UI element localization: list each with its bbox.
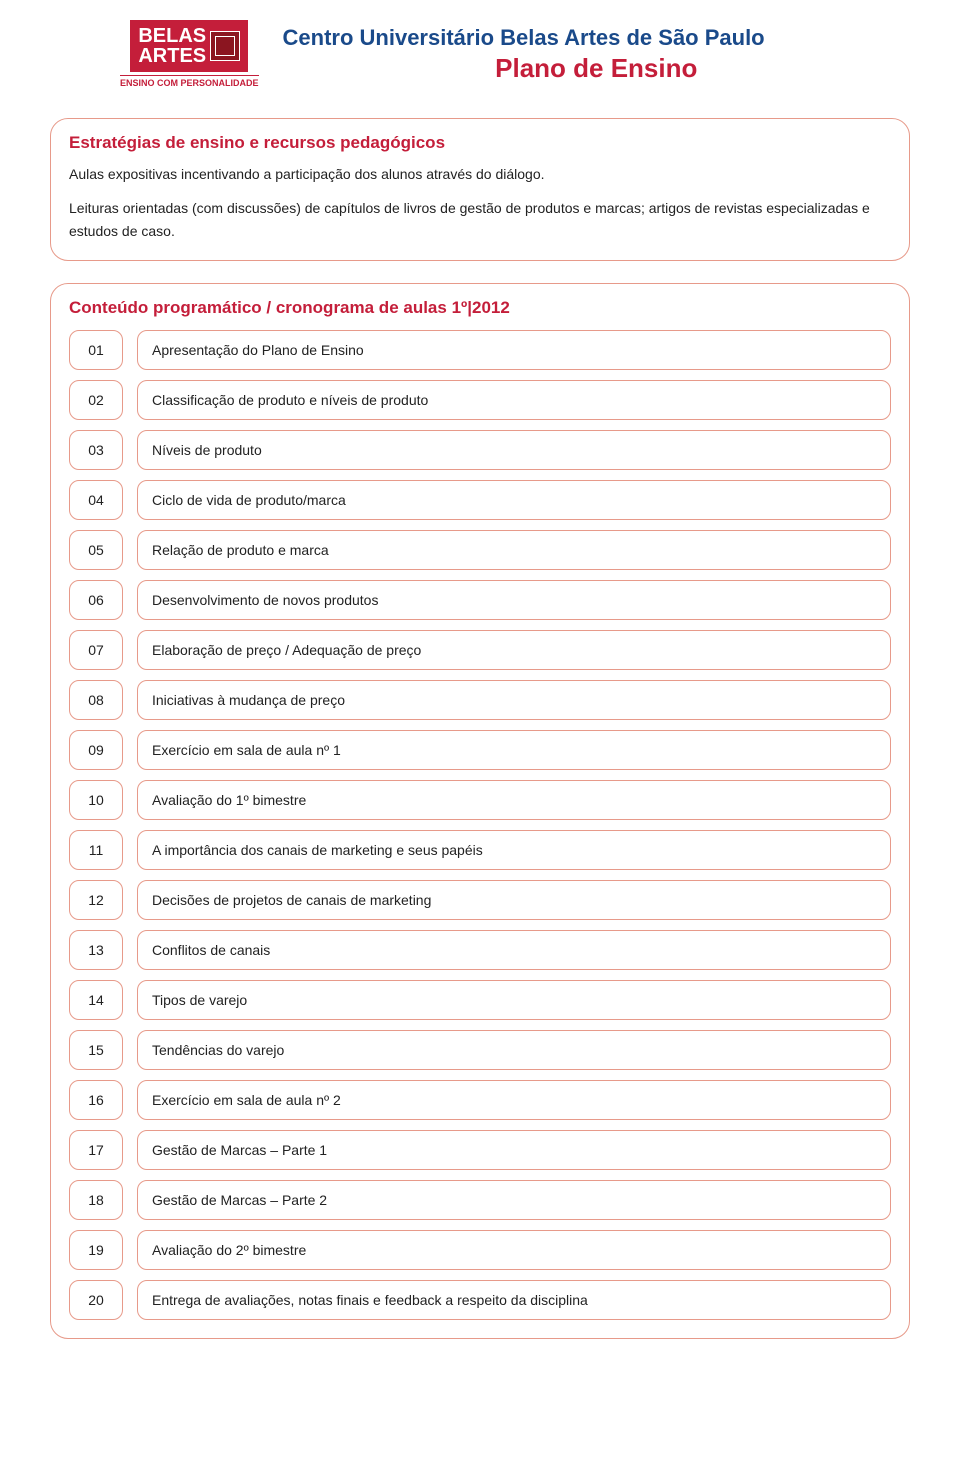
schedule-row: 06 Desenvolvimento de novos produtos — [69, 580, 891, 620]
section-strategies-body: Aulas expositivas incentivando a partici… — [69, 163, 891, 242]
schedule-row-description: Gestão de Marcas – Parte 2 — [137, 1180, 891, 1220]
schedule-row: 08 Iniciativas à mudança de preço — [69, 680, 891, 720]
schedule-row-number: 17 — [69, 1130, 123, 1170]
schedule-row: 15 Tendências do varejo — [69, 1030, 891, 1070]
schedule-row-number: 08 — [69, 680, 123, 720]
schedule-row-number: 20 — [69, 1280, 123, 1320]
schedule-row-description: Exercício em sala de aula nº 1 — [137, 730, 891, 770]
schedule-row: 01 Apresentação do Plano de Ensino — [69, 330, 891, 370]
schedule-row-number: 15 — [69, 1030, 123, 1070]
schedule-row: 14 Tipos de varejo — [69, 980, 891, 1020]
schedule-row: 19 Avaliação do 2º bimestre — [69, 1230, 891, 1270]
schedule-row-number: 11 — [69, 830, 123, 870]
header-titles: Centro Universitário Belas Artes de São … — [283, 25, 910, 84]
schedule-row: 11 A importância dos canais de marketing … — [69, 830, 891, 870]
schedule-row-number: 18 — [69, 1180, 123, 1220]
section-schedule: Conteúdo programático / cronograma de au… — [50, 283, 910, 1339]
schedule-row-description: Avaliação do 1º bimestre — [137, 780, 891, 820]
schedule-row: 04 Ciclo de vida de produto/marca — [69, 480, 891, 520]
logo-subtitle: ENSINO COM PERSONALIDADE — [120, 75, 259, 88]
schedule-row-description: Elaboração de preço / Adequação de preço — [137, 630, 891, 670]
schedule-row-number: 12 — [69, 880, 123, 920]
schedule-row: 09 Exercício em sala de aula nº 1 — [69, 730, 891, 770]
schedule-row-number: 10 — [69, 780, 123, 820]
strategies-paragraph-2: Leituras orientadas (com discussões) de … — [69, 197, 891, 242]
schedule-row-description: A importância dos canais de marketing e … — [137, 830, 891, 870]
schedule-row: 16 Exercício em sala de aula nº 2 — [69, 1080, 891, 1120]
schedule-list: 01 Apresentação do Plano de Ensino 02 Class… — [69, 330, 891, 1320]
schedule-row-number: 13 — [69, 930, 123, 970]
schedule-row-number: 01 — [69, 330, 123, 370]
schedule-row-number: 14 — [69, 980, 123, 1020]
logo-badge-icon — [210, 31, 240, 61]
schedule-row-description: Gestão de Marcas – Parte 1 — [137, 1130, 891, 1170]
schedule-row-number: 02 — [69, 380, 123, 420]
schedule-row-description: Níveis de produto — [137, 430, 891, 470]
section-strategies-title: Estratégias de ensino e recursos pedagóg… — [69, 133, 891, 153]
schedule-row-description: Tipos de varejo — [137, 980, 891, 1020]
page-header: BELAS ARTES ENSINO COM PERSONALIDADE Cen… — [50, 20, 910, 88]
schedule-row-number: 19 — [69, 1230, 123, 1270]
logo-box: BELAS ARTES — [130, 20, 248, 72]
section-schedule-title: Conteúdo programático / cronograma de au… — [69, 298, 891, 318]
institution-title: Centro Universitário Belas Artes de São … — [283, 25, 910, 51]
schedule-row-number: 09 — [69, 730, 123, 770]
schedule-row: 13 Conflitos de canais — [69, 930, 891, 970]
schedule-row-description: Classificação de produto e níveis de pro… — [137, 380, 891, 420]
section-strategies: Estratégias de ensino e recursos pedagóg… — [50, 118, 910, 261]
schedule-row: 03 Níveis de produto — [69, 430, 891, 470]
schedule-row: 18 Gestão de Marcas – Parte 2 — [69, 1180, 891, 1220]
schedule-row: 17 Gestão de Marcas – Parte 1 — [69, 1130, 891, 1170]
schedule-row-number: 05 — [69, 530, 123, 570]
logo-line1: BELAS — [138, 26, 206, 46]
schedule-row-description: Iniciativas à mudança de preço — [137, 680, 891, 720]
schedule-row-description: Tendências do varejo — [137, 1030, 891, 1070]
schedule-row: 02 Classificação de produto e níveis de p… — [69, 380, 891, 420]
schedule-row-description: Ciclo de vida de produto/marca — [137, 480, 891, 520]
document-title: Plano de Ensino — [283, 53, 910, 84]
schedule-row-description: Apresentação do Plano de Ensino — [137, 330, 891, 370]
schedule-row-number: 06 — [69, 580, 123, 620]
logo: BELAS ARTES ENSINO COM PERSONALIDADE — [120, 20, 259, 88]
schedule-row-description: Avaliação do 2º bimestre — [137, 1230, 891, 1270]
schedule-row-description: Conflitos de canais — [137, 930, 891, 970]
schedule-row-number: 04 — [69, 480, 123, 520]
schedule-row-description: Entrega de avaliações, notas finais e fe… — [137, 1280, 891, 1320]
schedule-row-number: 16 — [69, 1080, 123, 1120]
schedule-row-description: Desenvolvimento de novos produtos — [137, 580, 891, 620]
schedule-row: 12 Decisões de projetos de canais de mark… — [69, 880, 891, 920]
schedule-row: 20 Entrega de avaliações, notas finais e … — [69, 1280, 891, 1320]
strategies-paragraph-1: Aulas expositivas incentivando a partici… — [69, 163, 891, 185]
schedule-row: 10 Avaliação do 1º bimestre — [69, 780, 891, 820]
schedule-row: 05 Relação de produto e marca — [69, 530, 891, 570]
schedule-row-number: 03 — [69, 430, 123, 470]
schedule-row: 07 Elaboração de preço / Adequação de pre… — [69, 630, 891, 670]
schedule-row-description: Exercício em sala de aula nº 2 — [137, 1080, 891, 1120]
logo-line2: ARTES — [138, 46, 206, 66]
schedule-row-description: Relação de produto e marca — [137, 530, 891, 570]
schedule-row-description: Decisões de projetos de canais de market… — [137, 880, 891, 920]
schedule-row-number: 07 — [69, 630, 123, 670]
